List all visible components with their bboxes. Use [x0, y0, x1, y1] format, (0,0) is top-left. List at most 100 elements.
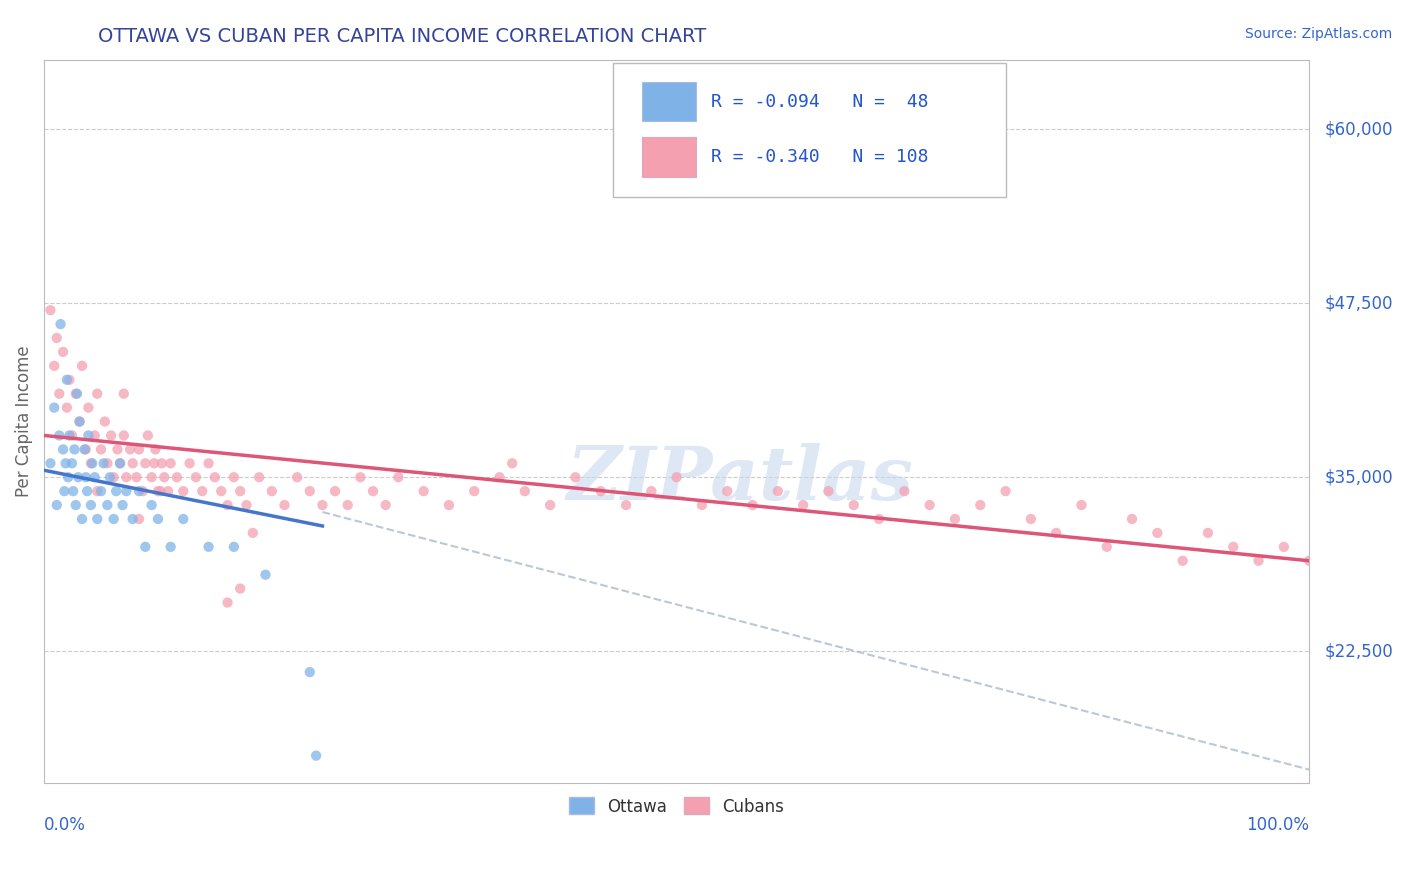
- Point: [52, 442, 75, 457]
- Point: [39, 456, 62, 470]
- Point: [67, 470, 90, 484]
- Text: R = -0.340   N = 108: R = -0.340 N = 108: [711, 148, 928, 166]
- Point: [1298, 554, 1320, 568]
- Point: [60, 456, 83, 470]
- Point: [134, 456, 156, 470]
- Point: [45, 498, 67, 512]
- Point: [1197, 525, 1219, 540]
- Point: [149, 484, 172, 499]
- Point: [1095, 540, 1118, 554]
- Point: [463, 484, 485, 499]
- Point: [121, 456, 143, 470]
- Point: [98, 470, 121, 484]
- Point: [45, 331, 67, 345]
- Point: [141, 498, 163, 512]
- Point: [488, 470, 510, 484]
- Point: [172, 512, 194, 526]
- Text: R = -0.094   N =  48: R = -0.094 N = 48: [711, 93, 928, 111]
- Point: [56, 401, 79, 415]
- Point: [209, 484, 232, 499]
- Text: 0.0%: 0.0%: [44, 816, 86, 834]
- Point: [1019, 512, 1042, 526]
- Point: [159, 540, 181, 554]
- Point: [66, 386, 89, 401]
- Point: [564, 470, 586, 484]
- Point: [766, 484, 789, 499]
- Point: [254, 567, 277, 582]
- Point: [260, 484, 283, 499]
- Point: [374, 498, 396, 512]
- Point: [111, 498, 134, 512]
- Point: [191, 484, 214, 499]
- Point: [146, 484, 169, 499]
- Point: [538, 498, 561, 512]
- Point: [86, 484, 108, 499]
- Point: [55, 456, 77, 470]
- Point: [716, 484, 738, 499]
- Point: [58, 373, 80, 387]
- Point: [741, 498, 763, 512]
- Point: [1146, 525, 1168, 540]
- Point: [229, 582, 252, 596]
- Point: [52, 345, 75, 359]
- Text: $60,000: $60,000: [1324, 120, 1393, 138]
- Point: [39, 303, 62, 318]
- Point: [311, 498, 333, 512]
- Point: [90, 484, 112, 499]
- Point: [53, 484, 76, 499]
- Point: [128, 442, 150, 457]
- Point: [56, 470, 79, 484]
- Point: [1045, 525, 1067, 540]
- Point: [115, 470, 138, 484]
- Point: [361, 484, 384, 499]
- Text: ZIPatlas: ZIPatlas: [567, 443, 914, 516]
- Point: [235, 498, 257, 512]
- Point: [83, 470, 105, 484]
- Point: [77, 401, 100, 415]
- Point: [103, 512, 125, 526]
- Point: [204, 470, 226, 484]
- Point: [336, 498, 359, 512]
- Point: [323, 484, 346, 499]
- Y-axis label: Per Capita Income: Per Capita Income: [15, 346, 32, 498]
- Point: [76, 484, 98, 499]
- Point: [665, 470, 688, 484]
- FancyBboxPatch shape: [643, 137, 696, 178]
- Point: [69, 415, 91, 429]
- Point: [128, 484, 150, 499]
- Point: [222, 470, 245, 484]
- Point: [73, 442, 96, 457]
- Point: [229, 484, 252, 499]
- Point: [145, 442, 167, 457]
- Point: [1247, 554, 1270, 568]
- Point: [179, 456, 201, 470]
- Point: [893, 484, 915, 499]
- Point: [285, 470, 308, 484]
- Point: [62, 484, 84, 499]
- FancyBboxPatch shape: [613, 63, 1005, 197]
- Point: [222, 540, 245, 554]
- FancyBboxPatch shape: [643, 82, 696, 121]
- Point: [132, 484, 155, 499]
- Point: [247, 470, 270, 484]
- Point: [90, 442, 112, 457]
- Point: [93, 456, 115, 470]
- Point: [65, 498, 87, 512]
- Point: [56, 373, 79, 387]
- Point: [197, 540, 219, 554]
- Point: [153, 470, 176, 484]
- Point: [842, 498, 865, 512]
- Point: [242, 525, 264, 540]
- Point: [969, 498, 991, 512]
- Point: [690, 498, 713, 512]
- Point: [141, 470, 163, 484]
- Point: [100, 428, 122, 442]
- Point: [1070, 498, 1092, 512]
- Point: [48, 428, 70, 442]
- Point: [128, 512, 150, 526]
- Point: [108, 456, 131, 470]
- Point: [70, 359, 93, 373]
- Point: [63, 442, 86, 457]
- Point: [614, 498, 637, 512]
- Point: [159, 456, 181, 470]
